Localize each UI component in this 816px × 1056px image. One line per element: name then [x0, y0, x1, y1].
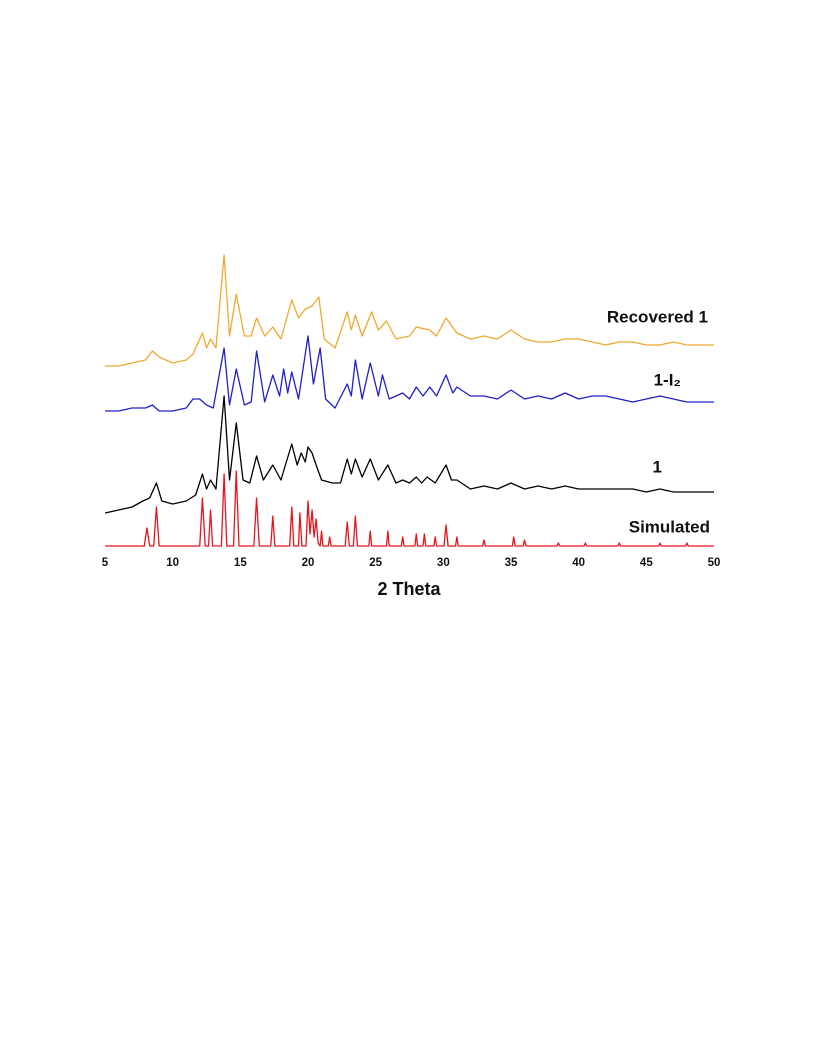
x-tick-label: 35 — [505, 557, 518, 569]
series-line — [105, 254, 714, 367]
series-line — [105, 470, 714, 547]
series-label: Recovered 1 — [607, 307, 708, 326]
x-tick-label: 40 — [572, 557, 585, 569]
x-tick-label: 20 — [302, 557, 315, 569]
series-label: 1 — [653, 457, 662, 476]
x-tick-label: 30 — [437, 557, 450, 569]
series-label: Simulated — [629, 517, 710, 536]
x-tick-label: 25 — [369, 557, 382, 569]
x-tick-label: 15 — [234, 557, 247, 569]
series-label: 1-I₂ — [654, 370, 681, 389]
x-axis-title: 2 Theta — [377, 579, 441, 599]
series-line — [104, 395, 714, 514]
x-tick-label: 45 — [640, 557, 653, 569]
x-tick-label: 10 — [166, 557, 179, 569]
x-tick-label: 5 — [102, 557, 109, 569]
x-tick-label: 50 — [708, 557, 721, 569]
series-line — [105, 335, 714, 412]
